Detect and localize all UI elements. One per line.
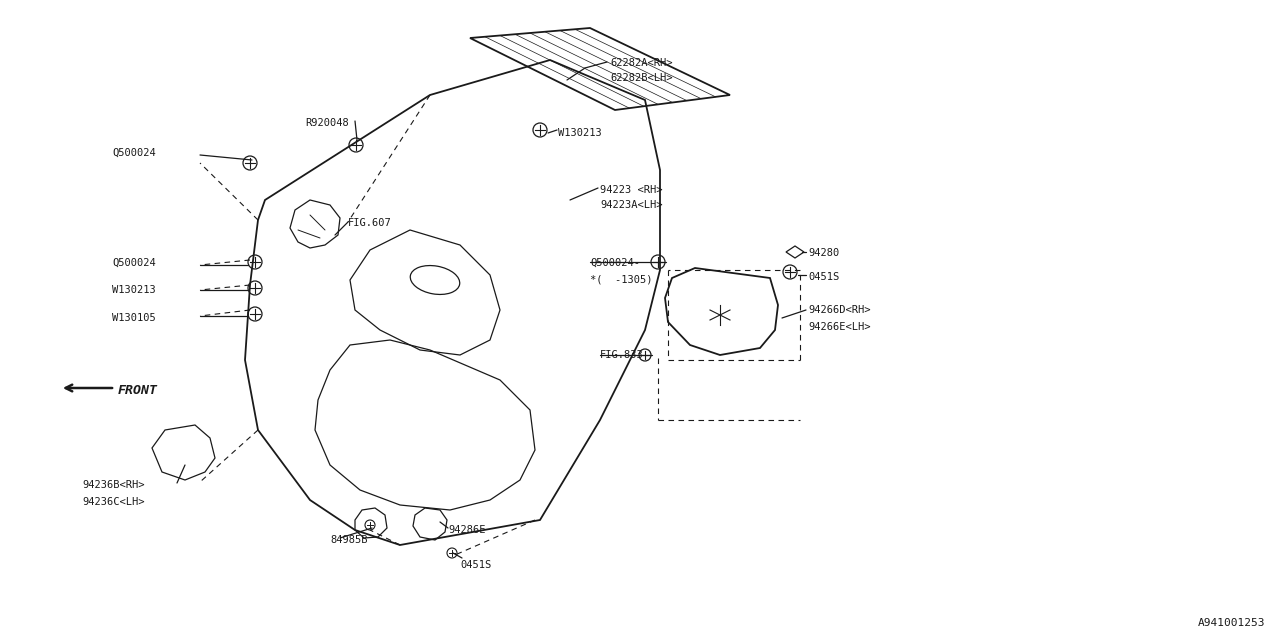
- Text: 0451S: 0451S: [808, 272, 840, 282]
- Text: Q500024: Q500024: [113, 258, 156, 268]
- Text: W130105: W130105: [113, 313, 156, 323]
- Text: 94223 <RH>: 94223 <RH>: [600, 185, 663, 195]
- Text: FRONT: FRONT: [118, 385, 157, 397]
- Text: 94223A<LH>: 94223A<LH>: [600, 200, 663, 210]
- Text: FIG.833: FIG.833: [600, 350, 644, 360]
- Text: 0451S: 0451S: [460, 560, 492, 570]
- Text: 94266E<LH>: 94266E<LH>: [808, 322, 870, 332]
- Text: 94266D<RH>: 94266D<RH>: [808, 305, 870, 315]
- Text: 62282A<RH>: 62282A<RH>: [611, 58, 672, 68]
- Text: 62282B<LH>: 62282B<LH>: [611, 73, 672, 83]
- Text: 84985B: 84985B: [330, 535, 367, 545]
- Text: Q500024-: Q500024-: [590, 258, 640, 268]
- Text: 94236B<RH>: 94236B<RH>: [82, 480, 145, 490]
- Text: R920048: R920048: [305, 118, 348, 128]
- Text: *(  -1305): *( -1305): [590, 275, 653, 285]
- Text: 94280: 94280: [808, 248, 840, 258]
- Text: W130213: W130213: [558, 128, 602, 138]
- Text: Q500024: Q500024: [113, 148, 156, 158]
- Text: 94236C<LH>: 94236C<LH>: [82, 497, 145, 507]
- Text: A941001253: A941001253: [1198, 618, 1265, 628]
- Text: W130213: W130213: [113, 285, 156, 295]
- Text: FIG.607: FIG.607: [348, 218, 392, 228]
- Text: 94286E: 94286E: [448, 525, 485, 535]
